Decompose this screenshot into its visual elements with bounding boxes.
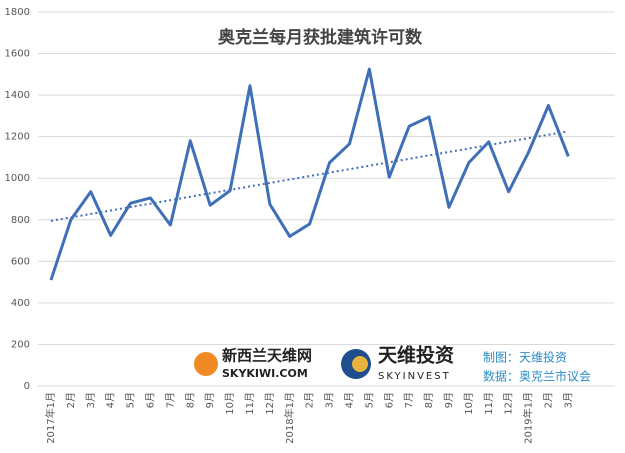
y-tick-label: 200 xyxy=(11,339,30,350)
x-tick-label: 6月 xyxy=(383,392,395,408)
x-tick-label: 3月 xyxy=(562,392,574,408)
x-tick-label: 5月 xyxy=(125,392,137,408)
x-tick-label: 8月 xyxy=(423,392,435,408)
x-tick-label: 2月 xyxy=(65,392,77,408)
y-tick-label: 800 xyxy=(11,215,30,226)
y-tick-label: 600 xyxy=(11,256,30,267)
x-tick-label: 12月 xyxy=(503,392,515,415)
logo-icon xyxy=(194,352,218,376)
y-tick-label: 1200 xyxy=(5,132,30,143)
y-tick-label: 0 xyxy=(24,381,30,392)
x-tick-label: 2017年1月 xyxy=(44,392,57,444)
x-tick-label: 2018年1月 xyxy=(283,392,296,444)
x-tick-label: 5月 xyxy=(363,392,375,408)
x-tick-label: 7月 xyxy=(164,392,176,408)
y-tick-label: 400 xyxy=(11,298,30,309)
x-tick-label: 7月 xyxy=(403,392,415,408)
x-tick-label: 10月 xyxy=(463,392,475,415)
x-tick-label: 4月 xyxy=(343,392,355,408)
x-tick-label: 11月 xyxy=(483,392,495,415)
x-tick-label: 2月 xyxy=(304,392,316,408)
x-tick-label: 10月 xyxy=(224,392,236,415)
x-tick-label: 12月 xyxy=(264,392,276,415)
x-tick-label: 9月 xyxy=(204,392,216,408)
logo-text: 天维投资 xyxy=(378,344,454,367)
credit: 数据：奥克兰市议会 xyxy=(483,369,591,384)
chart-title: 奥克兰每月获批建筑许可数 xyxy=(218,27,423,48)
branding: 新西兰天维网 SKYKIWI.COM 天维投资 SKYINVEST 制图：天维投… xyxy=(194,344,591,384)
x-tick-label: 6月 xyxy=(144,392,156,408)
y-tick-label: 1800 xyxy=(5,7,30,18)
x-tick-label: 4月 xyxy=(105,392,117,408)
x-tick-label: 2月 xyxy=(542,392,554,408)
data-line xyxy=(49,67,570,281)
y-tick-label: 1000 xyxy=(5,173,30,184)
x-tick-label: 9月 xyxy=(443,392,455,408)
x-tick-label: 11月 xyxy=(244,392,256,415)
y-tick-label: 1600 xyxy=(5,49,30,60)
x-tick-label: 3月 xyxy=(324,392,336,408)
credit: 制图：天维投资 xyxy=(483,350,567,365)
logo-text: SKYKIWI.COM xyxy=(222,367,308,380)
logo-icon xyxy=(352,356,368,372)
logo-text: SKYINVEST xyxy=(378,371,451,382)
logo-text: 新西兰天维网 xyxy=(222,347,312,365)
x-tick-label: 3月 xyxy=(85,392,97,408)
y-tick-label: 1400 xyxy=(5,90,30,101)
x-tick-label: 8月 xyxy=(184,392,196,408)
x-tick-label: 2019年1月 xyxy=(522,392,535,444)
